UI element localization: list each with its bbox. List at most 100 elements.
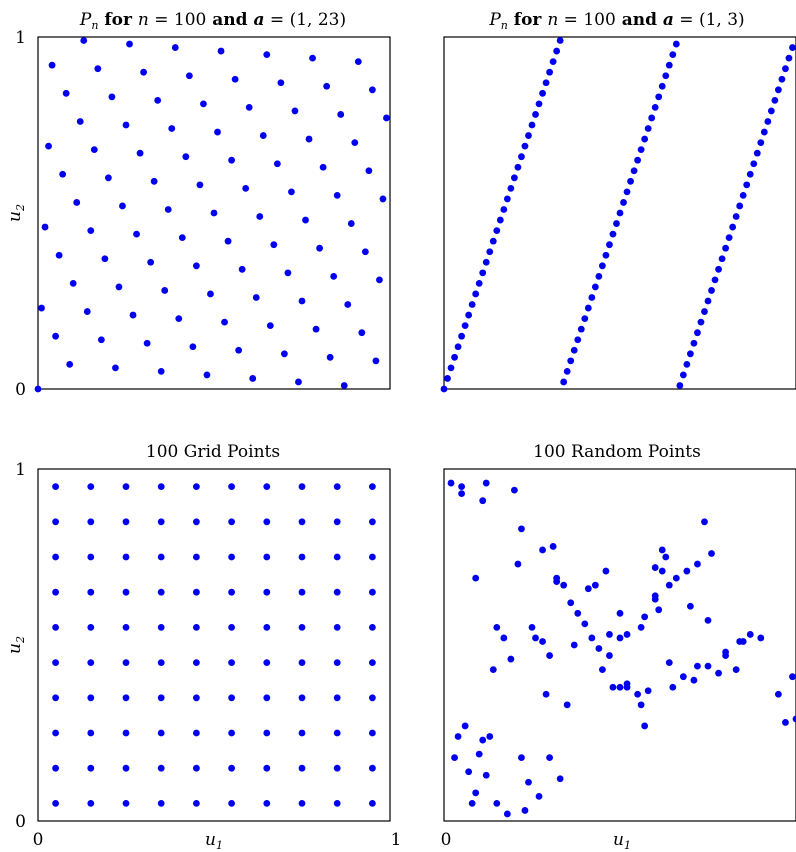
scatter-point	[535, 792, 543, 800]
scatter-point	[447, 479, 455, 487]
scatter-point	[129, 311, 137, 319]
scatter-point	[214, 128, 221, 136]
scatter-point	[690, 339, 698, 347]
scatter-point	[157, 483, 165, 490]
scatter-point	[105, 174, 112, 182]
scatter-point	[193, 262, 200, 270]
scatter-point	[672, 574, 680, 582]
scatter-point	[715, 265, 722, 273]
scatter-point	[655, 93, 663, 101]
scatter-point	[97, 336, 105, 344]
scatter-point	[461, 322, 469, 330]
scatter-point	[637, 701, 645, 709]
scatter-point	[168, 125, 176, 132]
scatter-point	[563, 701, 571, 709]
scatter-point	[584, 585, 592, 593]
scatter-point	[316, 244, 323, 252]
scatter-point	[606, 631, 613, 638]
scatter-point	[73, 199, 81, 206]
scatter-point	[658, 546, 666, 554]
scatter-point	[792, 715, 796, 723]
scatter-point	[440, 385, 448, 393]
scatter-point	[644, 687, 652, 695]
scatter-point	[277, 79, 285, 87]
scatter-point	[623, 683, 631, 691]
scatter-point	[521, 807, 529, 814]
scatter-point	[161, 287, 169, 294]
scatter-point	[556, 37, 564, 44]
scatter-point	[122, 729, 130, 737]
scatter-point	[511, 486, 518, 494]
scatter-point	[193, 518, 200, 526]
scatter-point	[718, 255, 726, 263]
scatter-point	[312, 325, 320, 333]
scatter-point	[52, 694, 59, 702]
scatter-point	[238, 265, 246, 273]
scatter-point	[560, 581, 568, 589]
scatter-point	[87, 227, 95, 235]
scatter-point	[669, 51, 677, 58]
scatter-point	[383, 114, 390, 122]
scatter-point	[228, 624, 236, 631]
scatter-point	[305, 135, 313, 143]
scatter-point	[266, 322, 274, 330]
scatter-point	[708, 287, 715, 294]
scatter-point	[354, 58, 362, 66]
scatter-point	[333, 659, 341, 666]
scatter-point	[298, 729, 306, 737]
scatter-point	[602, 567, 610, 575]
scatter-point	[574, 609, 582, 617]
scatter-point	[193, 764, 200, 772]
scatter-point	[711, 276, 719, 284]
scatter-point	[588, 294, 596, 301]
scatter-point	[708, 550, 715, 557]
scatter-point	[119, 202, 126, 210]
scatter-point	[567, 599, 575, 607]
scatter-point	[90, 146, 98, 154]
scatter-point	[623, 631, 631, 638]
scatter-point	[472, 789, 480, 797]
scatter-point	[136, 149, 144, 157]
scatter-point	[87, 729, 95, 737]
scatter-point	[347, 220, 355, 227]
scatter-point	[298, 553, 306, 561]
panel-4-title: 100 Random Points	[533, 442, 701, 462]
scatter-point	[143, 339, 151, 347]
scatter-point	[263, 518, 271, 526]
scatter-point	[609, 683, 617, 691]
scatter-point	[739, 192, 747, 199]
scatter-point	[539, 546, 546, 554]
scatter-point	[644, 125, 652, 132]
scatter-point	[45, 142, 52, 150]
scatter-point	[221, 318, 228, 326]
scatter-point	[482, 258, 490, 266]
scatter-point	[584, 304, 592, 312]
scatter-point	[291, 107, 299, 115]
panel-4-frame	[443, 468, 796, 822]
scatter-point	[521, 142, 529, 150]
scatter-point	[775, 86, 782, 94]
scatter-point	[263, 764, 271, 772]
scatter-point	[775, 690, 782, 698]
scatter-point	[725, 234, 733, 242]
scatter-point	[767, 107, 775, 115]
scatter-point	[546, 754, 553, 762]
scatter-point	[52, 764, 59, 772]
scatter-point	[694, 560, 701, 568]
scatter-point	[340, 382, 348, 389]
scatter-point	[528, 624, 536, 631]
scatter-point	[154, 96, 162, 104]
scatter-point	[228, 483, 236, 490]
scatter-point	[753, 149, 761, 157]
scatter-point	[648, 114, 656, 122]
scatter-point	[500, 634, 508, 642]
scatter-point	[658, 82, 666, 90]
scatter-point	[122, 121, 130, 129]
scatter-point	[634, 690, 641, 698]
scatter-point	[83, 308, 91, 315]
scatter-point	[532, 634, 539, 642]
scatter-point	[175, 315, 183, 322]
scatter-point	[785, 54, 793, 62]
scatter-point	[687, 350, 694, 358]
scatter-point	[560, 378, 568, 386]
